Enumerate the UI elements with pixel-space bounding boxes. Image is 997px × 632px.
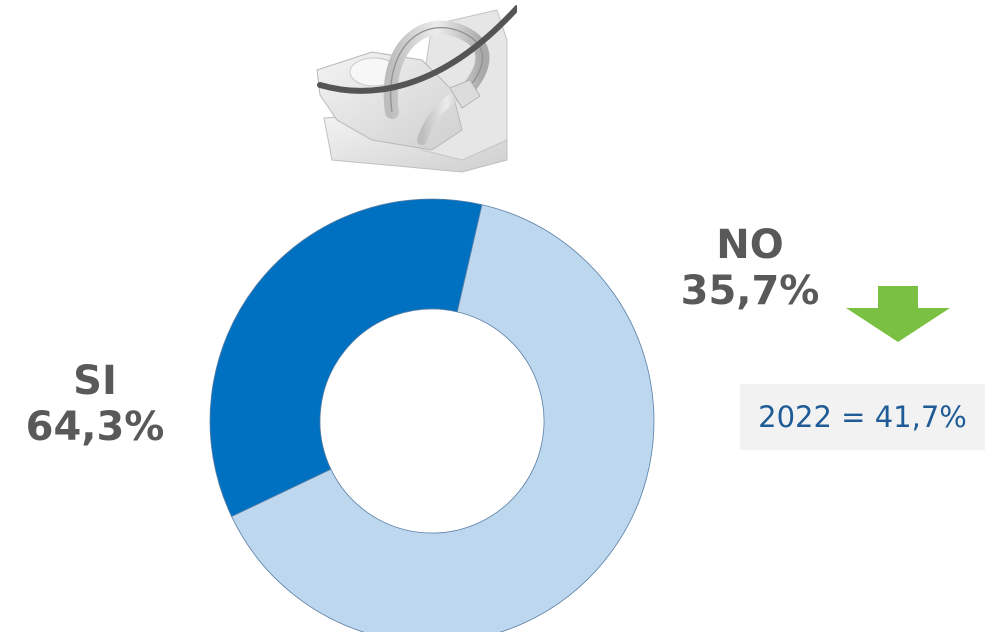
no-category-label: NO: [716, 222, 784, 268]
no-value-label: 35,7%: [680, 268, 820, 315]
down-arrow-icon: [846, 286, 950, 342]
donut-slice-si: [231, 204, 655, 632]
no-slice-label: NO 35,7%: [660, 222, 840, 315]
si-category-label: SI: [73, 358, 117, 404]
si-value-label: 64,3%: [25, 404, 165, 451]
child-car-seat-icon: [316, 5, 517, 173]
previous-year-text: 2022 = 41,7%: [758, 400, 967, 434]
donut-slices: [209, 198, 655, 632]
previous-year-note: 2022 = 41,7%: [740, 384, 985, 450]
si-slice-label: SI 64,3%: [10, 358, 180, 451]
donut-slice-no: [209, 198, 483, 518]
